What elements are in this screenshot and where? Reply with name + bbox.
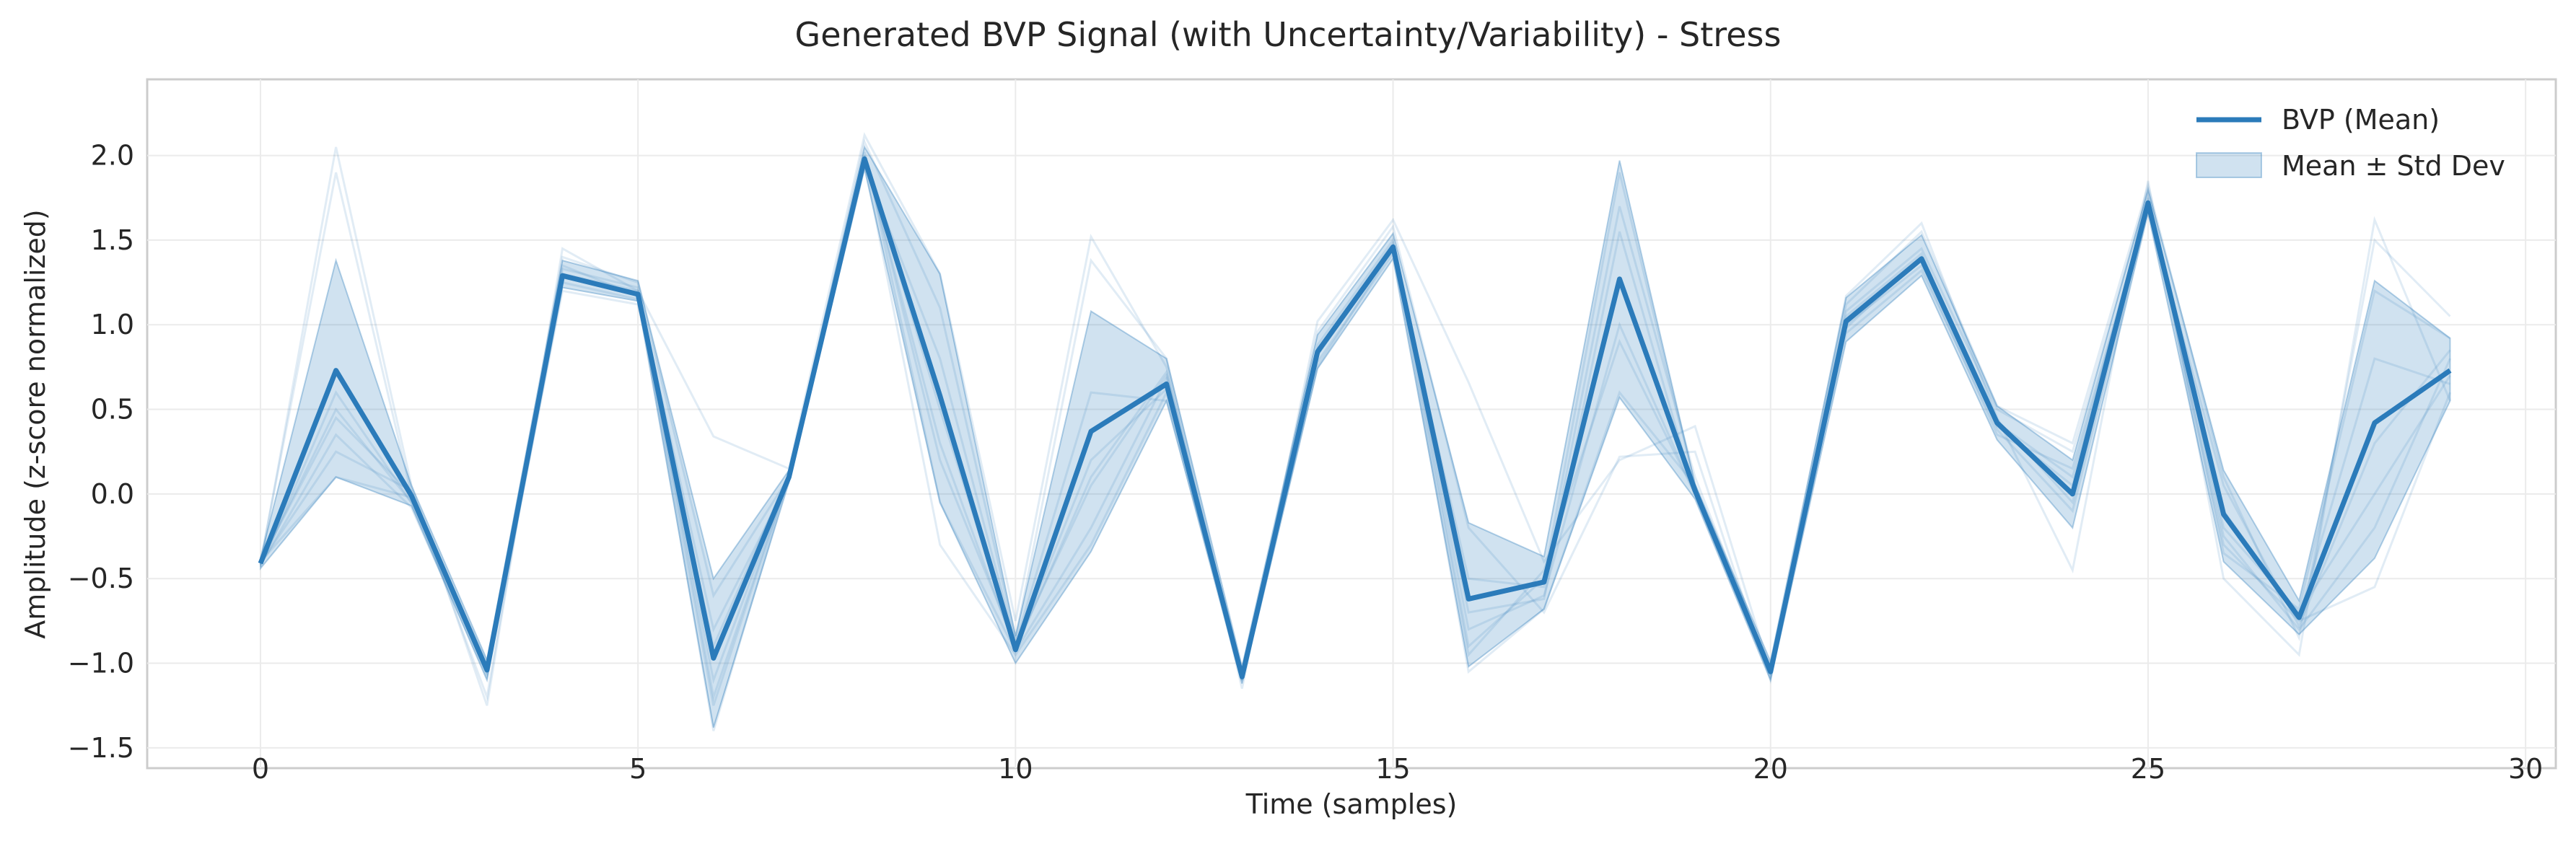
y-axis-ticks: −1.5 −1.0 −0.5 0.0 0.5 1.0 1.5 2.0 — [68, 140, 134, 764]
x-axis-label: Time (samples) — [1245, 788, 1458, 820]
legend: BVP (Mean) Mean ± Std Dev — [2196, 104, 2505, 182]
mean-line-layer — [258, 156, 2452, 679]
sample-trace — [259, 162, 2451, 731]
x-tick-label: 10 — [998, 753, 1033, 785]
y-axis-label: Amplitude (z-score normalized) — [19, 209, 51, 638]
legend-band-label: Mean ± Std Dev — [2282, 150, 2505, 182]
y-tick-label: −1.0 — [68, 648, 134, 679]
y-tick-label: −0.5 — [68, 563, 134, 594]
x-axis-ticks: 0 5 10 15 20 25 30 — [252, 753, 2543, 785]
legend-mean-label: BVP (Mean) — [2282, 104, 2440, 136]
legend-band-swatch — [2196, 152, 2262, 178]
y-tick-label: 0.0 — [91, 478, 134, 510]
plot-area — [146, 78, 2557, 770]
x-tick-label: 30 — [2508, 753, 2543, 785]
sample-trace — [259, 162, 2451, 681]
sample-trace — [259, 132, 2451, 706]
y-tick-label: −1.5 — [68, 732, 134, 764]
x-tick-label: 15 — [1375, 753, 1410, 785]
y-tick-label: 1.0 — [91, 309, 134, 340]
y-tick-label: 1.5 — [91, 224, 134, 256]
y-tick-label: 2.0 — [91, 140, 134, 172]
chart-title: Generated BVP Signal (with Uncertainty/V… — [795, 15, 1782, 54]
mean-line — [258, 156, 2452, 679]
x-tick-label: 20 — [1753, 753, 1788, 785]
x-tick-label: 0 — [252, 753, 269, 785]
y-tick-label: 0.5 — [91, 394, 134, 426]
x-tick-label: 5 — [629, 753, 647, 785]
sample-trace — [259, 138, 2451, 702]
x-tick-label: 25 — [2131, 753, 2165, 785]
grid — [147, 79, 2556, 768]
